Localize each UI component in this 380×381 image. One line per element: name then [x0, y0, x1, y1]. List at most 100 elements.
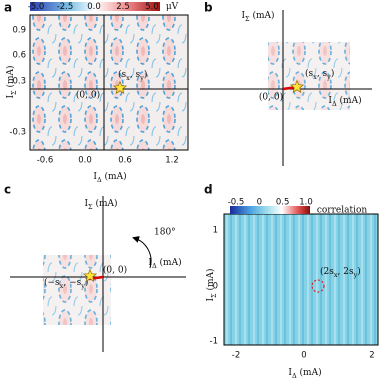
heatmap	[223, 213, 379, 346]
y-tick-label: 0.3	[12, 77, 26, 87]
point-label: (2sx, 2sy)	[320, 266, 361, 280]
text-part: y	[353, 271, 358, 279]
text-part: Δ	[152, 262, 157, 270]
text-part: x	[313, 73, 317, 81]
text-part: I	[241, 11, 245, 21]
rotation-label: 180°	[154, 228, 176, 238]
text-part: (mA)	[297, 367, 322, 378]
colorbar	[230, 206, 310, 214]
panel-letter: d	[204, 183, 213, 197]
colorbar-tick-label: 0	[257, 198, 262, 208]
panel-letter: a	[4, 1, 12, 15]
text-part: Σ	[88, 203, 93, 211]
text-part: (s	[118, 69, 127, 80]
text-part: (2s	[320, 266, 334, 277]
colorbar-unit: correlation	[317, 206, 368, 216]
text-part: I	[328, 96, 332, 106]
panel-letter: b	[204, 1, 213, 15]
text-part: Σ	[10, 90, 18, 95]
y-tick-label: -0.3	[9, 128, 26, 138]
star-marker	[289, 79, 305, 94]
text-part: )	[144, 69, 148, 80]
point-label: (sx, sy)	[118, 69, 147, 83]
text-part: Σ	[245, 15, 250, 23]
colorbar-tick-label: -0.5	[228, 198, 245, 208]
text-part: )	[357, 266, 361, 277]
text-part: (mA)	[102, 171, 127, 182]
colorbar-tick-label: -2.5	[57, 2, 74, 12]
heatmap	[268, 42, 350, 110]
y-tick-label: -1	[210, 337, 218, 347]
x-tick-label: 1.2	[165, 156, 179, 166]
y-tick-label: 0.9	[12, 26, 26, 36]
text-part: I	[6, 95, 16, 99]
text-part: (s	[305, 68, 314, 79]
text-part: (mA)	[250, 10, 275, 21]
colorbar	[30, 2, 160, 11]
y-axis-label: IΣ (mA)	[5, 65, 19, 98]
text-part: x	[126, 74, 130, 82]
y-axis-label: IΣ (mA)	[205, 268, 219, 301]
colorbar-tick-label: 0.0	[87, 2, 101, 12]
text-part: y	[80, 282, 85, 290]
origin-label: (0, 0)	[103, 265, 127, 276]
text-part: x	[334, 271, 338, 279]
star-marker	[82, 268, 98, 283]
text-part: (mA)	[337, 95, 362, 106]
x-axis-label: IΔ (mA)	[288, 367, 321, 381]
x-axis-label: IΔ (mA)	[93, 171, 126, 185]
text-part: x	[60, 282, 64, 290]
colorbar-tick-label: 5.0	[145, 2, 159, 12]
x-tick-label: 2	[369, 351, 374, 361]
y-axis-label: IΣ (mA)	[84, 198, 117, 212]
highlight-circle	[311, 279, 325, 293]
x-tick-label: -2	[232, 351, 240, 361]
colorbar-unit: μV	[166, 2, 179, 12]
text-part: (mA)	[5, 65, 16, 90]
text-part: I	[84, 199, 88, 209]
text-part: I	[206, 298, 216, 302]
origin-label: (0, 0)	[76, 90, 100, 101]
panel-letter: c	[4, 183, 11, 197]
rotation-arrow	[132, 236, 152, 269]
y-tick-label: 1	[213, 226, 218, 236]
colorbar-tick-label: 0.5	[276, 198, 290, 208]
text-part: )	[85, 277, 89, 288]
text-part: , 2s	[338, 267, 354, 277]
text-part: (mA)	[157, 257, 182, 268]
x-tick-label: 0.6	[118, 156, 132, 166]
text-part: Δ	[97, 176, 102, 184]
text-part: I	[148, 258, 152, 268]
heatmap	[43, 255, 111, 325]
text-part: (mA)	[93, 198, 118, 209]
text-part: , s	[130, 70, 141, 80]
point-label: (−sx, −sy)	[44, 277, 88, 291]
x-axis-label: IΔ (mA)	[148, 257, 181, 271]
y-tick-label: 0.6	[12, 51, 26, 61]
text-part: y	[139, 74, 144, 82]
star-marker	[112, 80, 128, 95]
x-axis-label: IΔ (mA)	[328, 95, 361, 109]
text-part: , s	[317, 69, 328, 79]
heatmap	[29, 14, 189, 151]
text-part: Δ	[292, 372, 297, 380]
y-tick-label: 0	[213, 282, 218, 292]
text-part: , −s	[63, 278, 81, 288]
x-tick-label: 0	[301, 351, 306, 361]
text-part: Σ	[210, 293, 218, 298]
x-tick-label: 0.0	[78, 156, 92, 166]
colorbar-tick-label: -5.0	[28, 2, 45, 12]
text-part: (mA)	[205, 268, 216, 293]
text-part: )	[331, 68, 335, 79]
text-part: I	[93, 172, 97, 182]
point-label: (sx, sy)	[305, 68, 334, 82]
text-part: y	[326, 73, 331, 81]
text-part: Δ	[332, 100, 337, 108]
text-part: I	[288, 368, 292, 378]
y-axis-label: IΣ (mA)	[241, 10, 274, 24]
origin-label: (0, 0)	[259, 92, 283, 103]
colorbar-tick-label: 2.5	[116, 2, 130, 12]
x-tick-label: -0.6	[37, 156, 54, 166]
colorbar-tick-label: 1.0	[299, 198, 313, 208]
